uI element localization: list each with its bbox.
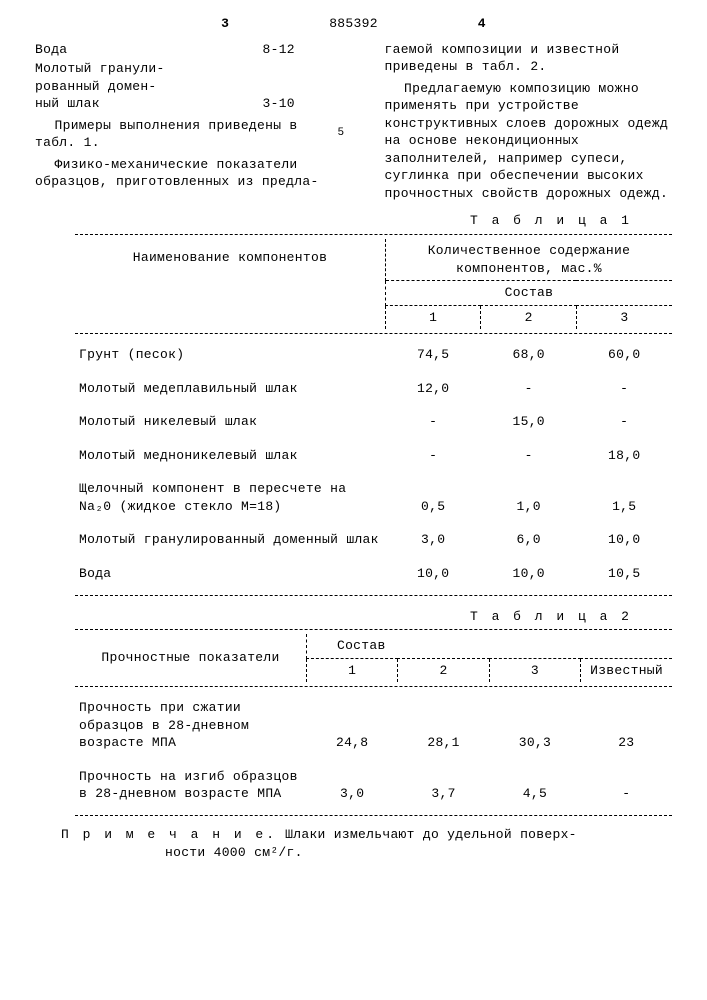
table-row: Вода10,010,010,5 bbox=[75, 557, 672, 591]
table-cell-value: 0,5 bbox=[385, 472, 481, 523]
table-row: Молотый медноникелевый шлак--18,0 bbox=[75, 439, 672, 473]
table-col-number: 3 bbox=[489, 658, 580, 682]
page-number-left: 3 bbox=[221, 15, 229, 33]
table-row: Щелочный компонент в пересчете на Na₂0 (… bbox=[75, 472, 672, 523]
table1: Наименование компонентов Количественное … bbox=[75, 239, 672, 329]
table-cell-value: 60,0 bbox=[576, 338, 672, 372]
definition-row: Вода 8-12 bbox=[35, 41, 323, 59]
table-row: Прочность при сжатии образцов в 28-дневн… bbox=[75, 691, 672, 760]
table-cell-name: Молотый медеплавильный шлак bbox=[75, 372, 385, 406]
table2-body: Прочность при сжатии образцов в 28-дневн… bbox=[75, 691, 672, 811]
table-cell-name: Молотый медноникелевый шлак bbox=[75, 439, 385, 473]
table-cell-value: 6,0 bbox=[481, 523, 577, 557]
table-col-number: 1 bbox=[385, 305, 481, 329]
table-cell-value: 30,3 bbox=[489, 691, 580, 760]
table-cell-value: 23 bbox=[581, 691, 672, 760]
table-cell-value: 10,0 bbox=[481, 557, 577, 591]
footnote-continuation: ности 4000 см²/г. bbox=[61, 844, 672, 862]
two-column-text: Вода 8-12 Молотый гранули-рованный домен… bbox=[35, 41, 672, 207]
table-subheader: Состав bbox=[306, 634, 672, 658]
table-cell-value: 15,0 bbox=[481, 405, 577, 439]
paragraph: Примеры выполнения приведены в табл. 1. bbox=[35, 117, 323, 152]
table-cell-value: 12,0 bbox=[385, 372, 481, 406]
table-col-number: 3 bbox=[576, 305, 672, 329]
table-cell-value: 74,5 bbox=[385, 338, 481, 372]
table-cell-name: Прочность на изгиб образцов в 28-дневном… bbox=[75, 760, 306, 811]
table-cell-value: - bbox=[385, 439, 481, 473]
definition-label: Молотый гранули-рованный домен-ный шлак bbox=[35, 60, 263, 113]
table-cell-value: 68,0 bbox=[481, 338, 577, 372]
table-header: Прочностные показатели bbox=[75, 634, 306, 682]
table-cell-value: 18,0 bbox=[576, 439, 672, 473]
table2: Прочностные показатели Состав 1 2 3 Изве… bbox=[75, 634, 672, 682]
document-number: 885392 bbox=[329, 15, 378, 33]
margin-number: 5 bbox=[338, 126, 345, 141]
table-row: Грунт (песок)74,568,060,0 bbox=[75, 338, 672, 372]
table-cell-value: - bbox=[481, 372, 577, 406]
table-cell-value: - bbox=[385, 405, 481, 439]
table-header-row: Прочностные показатели Состав bbox=[75, 634, 672, 658]
footnote: П р и м е ч а н и е. Шлаки измельчают до… bbox=[35, 826, 672, 861]
table-row: Прочность на изгиб образцов в 28-дневном… bbox=[75, 760, 672, 811]
table-cell-value: - bbox=[576, 372, 672, 406]
definition-row: Молотый гранули-рованный домен-ный шлак … bbox=[35, 60, 323, 113]
table-cell-value: - bbox=[576, 405, 672, 439]
right-column: гаемой композиции и известной приведены … bbox=[385, 41, 673, 207]
table2-title: Т а б л и ц а 2 bbox=[35, 608, 672, 626]
table-cell-name: Прочность при сжатии образцов в 28-дневн… bbox=[75, 691, 306, 760]
table-row: Молотый никелевый шлак-15,0- bbox=[75, 405, 672, 439]
table-cell-name: Грунт (песок) bbox=[75, 338, 385, 372]
table-row: Молотый медеплавильный шлак12,0-- bbox=[75, 372, 672, 406]
table-cell-value: 3,0 bbox=[385, 523, 481, 557]
page-number-right: 4 bbox=[478, 15, 486, 33]
table-cell-value: 3,7 bbox=[398, 760, 489, 811]
table-cell-value: 28,1 bbox=[398, 691, 489, 760]
table1-body: Грунт (песок)74,568,060,0Молотый медепла… bbox=[75, 338, 672, 590]
table-header: Наименование компонентов bbox=[75, 239, 385, 329]
left-column: Вода 8-12 Молотый гранули-рованный домен… bbox=[35, 41, 323, 207]
table1-title: Т а б л и ц а 1 bbox=[35, 212, 672, 230]
table-cell-value: 24,8 bbox=[306, 691, 397, 760]
table-cell-value: 1,0 bbox=[481, 472, 577, 523]
footnote-label: П р и м е ч а н и е. bbox=[61, 827, 277, 842]
page-header: 3 885392 4 bbox=[35, 15, 672, 33]
table-subheader: Состав bbox=[385, 281, 672, 306]
table-cell-name: Вода bbox=[75, 557, 385, 591]
table-col-number: Известный bbox=[581, 658, 672, 682]
table-col-number: 2 bbox=[481, 305, 577, 329]
paragraph: Предлагаемую композицию можно применять … bbox=[385, 80, 673, 203]
table-col-number: 1 bbox=[306, 658, 397, 682]
paragraph: гаемой композиции и известной приведены … bbox=[385, 41, 673, 76]
table-cell-name: Щелочный компонент в пересчете на Na₂0 (… bbox=[75, 472, 385, 523]
table-row: Молотый гранулированный доменный шлак3,0… bbox=[75, 523, 672, 557]
table-cell-value: 10,5 bbox=[576, 557, 672, 591]
definition-value: 3-10 bbox=[263, 95, 323, 113]
paragraph: Физико-механические показатели образцов,… bbox=[35, 156, 323, 191]
table-col-number: 2 bbox=[398, 658, 489, 682]
table-cell-value: - bbox=[581, 760, 672, 811]
table-cell-value: 10,0 bbox=[576, 523, 672, 557]
table-cell-name: Молотый никелевый шлак bbox=[75, 405, 385, 439]
table-cell-name: Молотый гранулированный доменный шлак bbox=[75, 523, 385, 557]
table-cell-value: 3,0 bbox=[306, 760, 397, 811]
footnote-text: Шлаки измельчают до удельной поверх- bbox=[285, 827, 577, 842]
table-header: Количественное содержание компонентов, м… bbox=[385, 239, 672, 281]
table-cell-value: 10,0 bbox=[385, 557, 481, 591]
definition-value: 8-12 bbox=[263, 41, 323, 59]
table-cell-value: - bbox=[481, 439, 577, 473]
table-cell-value: 4,5 bbox=[489, 760, 580, 811]
table-header-row: Наименование компонентов Количественное … bbox=[75, 239, 672, 281]
table-cell-value: 1,5 bbox=[576, 472, 672, 523]
definition-label: Вода bbox=[35, 41, 263, 59]
